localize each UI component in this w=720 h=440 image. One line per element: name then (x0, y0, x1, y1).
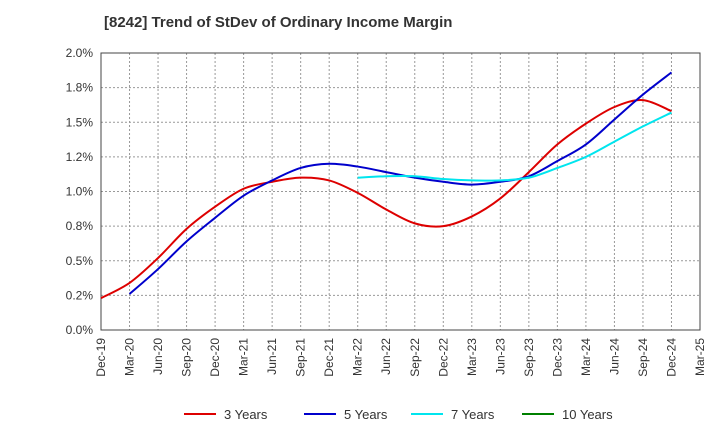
legend-label-3-years: 3 Years (224, 407, 268, 422)
x-tick-label: Sep-20 (180, 338, 194, 377)
x-tick-label: Mar-25 (693, 338, 707, 376)
x-tick-label: Sep-24 (636, 338, 650, 377)
y-tick-label: 1.2% (66, 150, 94, 164)
y-tick-label: 1.5% (66, 115, 94, 129)
x-tick-label: Sep-23 (522, 338, 536, 377)
y-tick-label: 2.0% (66, 46, 94, 60)
x-tick-label: Sep-21 (294, 338, 308, 377)
y-tick-label: 1.0% (66, 185, 94, 199)
y-tick-label: 0.0% (66, 323, 94, 337)
series-line-5-years (128, 71, 673, 295)
x-tick-label: Mar-21 (237, 338, 251, 376)
x-tick-label: Dec-19 (94, 338, 108, 377)
x-tick-label: Jun-23 (493, 338, 507, 375)
x-tick-label: Dec-24 (664, 338, 678, 377)
x-tick-label: Mar-24 (579, 338, 593, 376)
x-tick-label: Sep-22 (408, 338, 422, 377)
series-line-3-years (100, 99, 672, 300)
x-tick-label: Jun-24 (607, 338, 621, 375)
x-tick-label: Dec-22 (436, 338, 450, 377)
x-tick-label: Mar-20 (123, 338, 137, 376)
x-tick-label: Dec-23 (550, 338, 564, 377)
y-tick-label: 0.5% (66, 254, 94, 268)
x-tick-label: Mar-22 (351, 338, 365, 376)
x-tick-label: Mar-23 (465, 338, 479, 376)
legend-label-5-years: 5 Years (344, 407, 388, 422)
legend-label-10-years: 10 Years (562, 407, 613, 422)
y-tick-label: 1.8% (66, 81, 94, 95)
plot-area (101, 53, 700, 330)
series-line-7-years (357, 111, 672, 182)
legend-label-7-years: 7 Years (451, 407, 495, 422)
y-tick-label: 0.2% (66, 288, 94, 302)
x-tick-label: Dec-21 (322, 338, 336, 377)
y-tick-label: 0.8% (66, 219, 94, 233)
plot-frame (100, 52, 701, 331)
x-tick-label: Jun-20 (151, 338, 165, 375)
x-tick-label: Jun-21 (265, 338, 279, 375)
x-tick-label: Jun-22 (379, 338, 393, 375)
chart-title: [8242] Trend of StDev of Ordinary Income… (104, 14, 453, 31)
x-tick-label: Dec-20 (208, 338, 222, 377)
